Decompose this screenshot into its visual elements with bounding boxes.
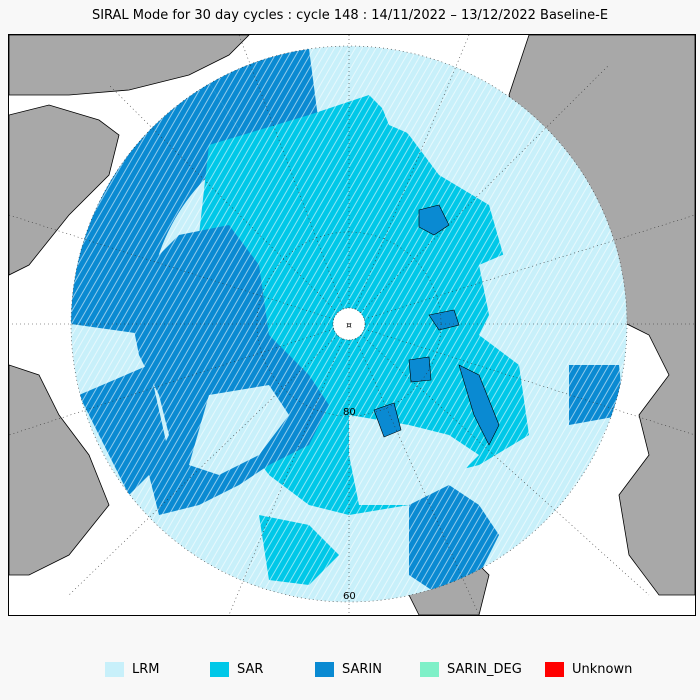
legend-label-sarin-deg: SARIN_DEG (447, 661, 522, 677)
polar-map: ¤ 80 60 (9, 35, 695, 615)
latitude-label-60: 60 (343, 591, 356, 602)
map-title: SIRAL Mode for 30 day cycles : cycle 148… (91, 8, 609, 23)
pole-marker: ¤ (346, 321, 352, 331)
legend-swatch-lrm (105, 661, 124, 677)
latitude-label-80: 80 (343, 407, 356, 418)
legend-swatch-sarin-deg (420, 661, 439, 677)
map-frame: ¤ 80 60 (8, 34, 696, 616)
legend-item-lrm: LRM (105, 660, 160, 678)
legend-item-unknown: Unknown (545, 660, 632, 678)
legend-label-sar: SAR (237, 661, 264, 677)
legend-swatch-sarin (315, 661, 334, 677)
sarin-patches (373, 204, 500, 446)
legend-item-sarin-deg: SARIN_DEG (420, 660, 522, 678)
legend: LRM SAR SARIN SARIN_DEG Unknown (0, 654, 700, 684)
legend-swatch-sar (210, 661, 229, 677)
coverage-disk (71, 46, 627, 602)
legend-label-lrm: LRM (132, 661, 160, 677)
legend-label-sarin: SARIN (342, 661, 382, 677)
legend-item-sar: SAR (210, 660, 263, 678)
graticule (9, 35, 695, 615)
pole-hole (332, 307, 366, 341)
legend-label-unknown: Unknown (572, 661, 633, 677)
legend-swatch-unknown (545, 661, 564, 677)
legend-item-sarin: SARIN (315, 660, 382, 678)
